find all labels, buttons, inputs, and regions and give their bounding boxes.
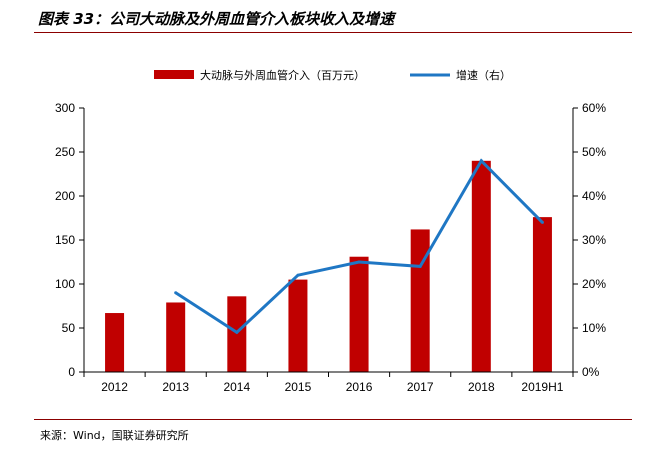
legend-line-label: 增速（右） xyxy=(456,68,511,82)
growth-point-2017 xyxy=(418,264,422,268)
chart-title: 图表 33：公司大动脉及外周血管介入板块收入及增速 xyxy=(38,10,395,28)
legend: 大动脉与外周血管介入（百万元） 增速（右） xyxy=(154,68,511,82)
axes: 0 50 100 150 200 250 300 0% 10% 20% 30% 40% 50% 60% 20… xyxy=(55,101,606,394)
growth-point-2015 xyxy=(296,273,300,277)
footer-rule xyxy=(34,419,632,420)
growth-point-2016 xyxy=(357,260,361,264)
growth-point-2014 xyxy=(235,330,239,334)
bar-series xyxy=(105,160,552,372)
legend-bar-label: 大动脉与外周血管介入（百万元） xyxy=(200,68,365,82)
right-tick-label: 0% xyxy=(582,365,600,379)
right-tick-label: 20% xyxy=(582,277,606,291)
x-tick-label: 2019H1 xyxy=(521,380,563,394)
left-tick-label: 300 xyxy=(55,101,75,115)
x-tick-label: 2016 xyxy=(346,380,373,394)
right-tick-label: 60% xyxy=(582,101,606,115)
right-tick-label: 10% xyxy=(582,321,606,335)
growth-point-2018 xyxy=(479,159,483,163)
left-tick-label: 250 xyxy=(55,145,75,159)
bar-2013 xyxy=(166,302,186,372)
left-tick-label: 0 xyxy=(68,365,75,379)
bar-2019H1 xyxy=(532,217,552,372)
right-tick-label: 40% xyxy=(582,189,606,203)
bar-2017 xyxy=(410,229,430,372)
x-tick-label: 2018 xyxy=(468,380,495,394)
title-rule xyxy=(34,32,632,33)
bar-2012 xyxy=(105,313,125,372)
left-tick-label: 200 xyxy=(55,189,75,203)
left-tick-label: 100 xyxy=(55,277,75,291)
growth-point-2019H1 xyxy=(540,220,544,224)
x-tick-label: 2014 xyxy=(223,380,250,394)
chart-svg: 大动脉与外周血管介入（百万元） 增速（右） 0501001502002503000… xyxy=(55,68,606,394)
bar-2016 xyxy=(349,256,369,372)
left-tick-label: 50 xyxy=(62,321,76,335)
bar-2015 xyxy=(288,279,308,372)
right-tick-label: 50% xyxy=(582,145,606,159)
right-tick-label: 30% xyxy=(582,233,606,247)
growth-point-2013 xyxy=(174,291,178,295)
source-note: 来源：Wind，国联证券研究所 xyxy=(40,429,189,442)
bar-2018 xyxy=(471,160,491,372)
x-tick-label: 2013 xyxy=(162,380,189,394)
x-tick-label: 2012 xyxy=(101,380,128,394)
line-series xyxy=(174,158,544,335)
x-tick-label: 2015 xyxy=(285,380,312,394)
x-tick-label: 2017 xyxy=(407,380,434,394)
legend-bar-swatch xyxy=(154,70,194,79)
left-tick-label: 150 xyxy=(55,233,75,247)
